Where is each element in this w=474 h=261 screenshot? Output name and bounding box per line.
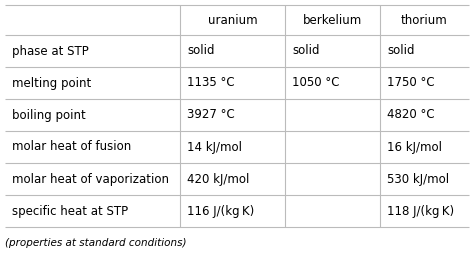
Text: 14 kJ/mol: 14 kJ/mol: [187, 140, 242, 153]
Text: 3927 °C: 3927 °C: [187, 109, 235, 122]
Text: 1750 °C: 1750 °C: [387, 76, 435, 90]
Text: 1135 °C: 1135 °C: [187, 76, 235, 90]
Text: melting point: melting point: [12, 76, 91, 90]
Text: molar heat of vaporization: molar heat of vaporization: [12, 173, 169, 186]
Text: specific heat at STP: specific heat at STP: [12, 205, 128, 217]
Text: phase at STP: phase at STP: [12, 44, 89, 57]
Text: solid: solid: [292, 44, 319, 57]
Text: 116 J/(kg K): 116 J/(kg K): [187, 205, 254, 217]
Text: molar heat of fusion: molar heat of fusion: [12, 140, 131, 153]
Text: berkelium: berkelium: [303, 14, 362, 27]
Text: boiling point: boiling point: [12, 109, 86, 122]
Text: 16 kJ/mol: 16 kJ/mol: [387, 140, 442, 153]
Text: 420 kJ/mol: 420 kJ/mol: [187, 173, 249, 186]
Text: 4820 °C: 4820 °C: [387, 109, 435, 122]
Text: solid: solid: [387, 44, 414, 57]
Text: 1050 °C: 1050 °C: [292, 76, 339, 90]
Text: thorium: thorium: [401, 14, 448, 27]
Text: 530 kJ/mol: 530 kJ/mol: [387, 173, 449, 186]
Text: (properties at standard conditions): (properties at standard conditions): [5, 238, 186, 248]
Text: uranium: uranium: [208, 14, 257, 27]
Text: 118 J/(kg K): 118 J/(kg K): [387, 205, 454, 217]
Text: solid: solid: [187, 44, 215, 57]
